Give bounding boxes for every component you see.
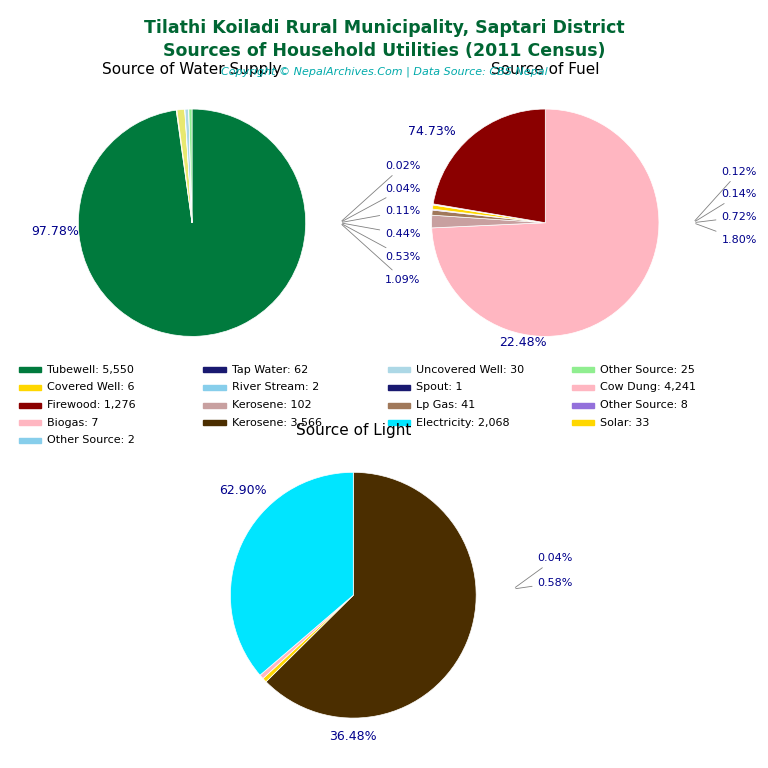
Text: 0.72%: 0.72% [696,212,757,223]
Text: Firewood: 1,276: Firewood: 1,276 [48,400,136,410]
FancyBboxPatch shape [572,420,594,425]
Wedge shape [185,109,192,223]
Text: Lp Gas: 41: Lp Gas: 41 [416,400,475,410]
FancyBboxPatch shape [204,402,226,408]
FancyBboxPatch shape [572,385,594,390]
Wedge shape [432,205,545,223]
Text: Other Source: 8: Other Source: 8 [601,400,688,410]
Text: 0.02%: 0.02% [342,161,421,221]
Text: Sources of Household Utilities (2011 Census): Sources of Household Utilities (2011 Cen… [163,42,605,60]
Wedge shape [432,210,545,223]
Title: Source of Water Supply: Source of Water Supply [102,61,282,77]
Text: 0.11%: 0.11% [343,207,420,222]
FancyBboxPatch shape [19,438,41,443]
Text: 1.09%: 1.09% [342,224,421,285]
Text: 22.48%: 22.48% [498,336,546,349]
Text: 0.53%: 0.53% [343,224,420,262]
FancyBboxPatch shape [204,367,226,372]
Text: 0.14%: 0.14% [695,189,756,221]
Wedge shape [176,110,192,223]
Text: Tilathi Koiladi Rural Municipality, Saptari District: Tilathi Koiladi Rural Municipality, Sapt… [144,19,624,37]
Title: Source of Light: Source of Light [296,422,411,438]
FancyBboxPatch shape [204,420,226,425]
Text: Cow Dung: 4,241: Cow Dung: 4,241 [601,382,697,392]
Wedge shape [78,109,306,336]
Text: 62.90%: 62.90% [219,485,266,497]
FancyBboxPatch shape [19,402,41,408]
Wedge shape [433,109,545,223]
FancyBboxPatch shape [19,367,41,372]
Title: Source of Fuel: Source of Fuel [491,61,600,77]
Text: Tap Water: 62: Tap Water: 62 [232,365,308,375]
Text: 97.78%: 97.78% [31,225,80,238]
Wedge shape [189,109,192,223]
FancyBboxPatch shape [572,367,594,372]
Text: 0.04%: 0.04% [343,184,421,221]
Wedge shape [433,204,545,223]
Wedge shape [185,109,192,223]
Text: Copyright © NepalArchives.Com | Data Source: CBS Nepal: Copyright © NepalArchives.Com | Data Sou… [220,67,548,78]
Wedge shape [266,472,476,718]
Wedge shape [177,109,192,223]
Text: 1.80%: 1.80% [696,223,756,245]
Text: 0.12%: 0.12% [695,167,756,220]
FancyBboxPatch shape [204,385,226,390]
FancyBboxPatch shape [388,385,410,390]
FancyBboxPatch shape [388,367,410,372]
Text: 74.73%: 74.73% [408,125,455,138]
Text: Tubewell: 5,550: Tubewell: 5,550 [48,365,134,375]
FancyBboxPatch shape [572,402,594,408]
Text: 0.04%: 0.04% [515,553,573,588]
Text: Biogas: 7: Biogas: 7 [48,418,99,428]
Text: Electricity: 2,068: Electricity: 2,068 [416,418,509,428]
Text: Other Source: 25: Other Source: 25 [601,365,695,375]
FancyBboxPatch shape [388,420,410,425]
Text: Uncovered Well: 30: Uncovered Well: 30 [416,365,524,375]
Text: Spout: 1: Spout: 1 [416,382,462,392]
Text: Covered Well: 6: Covered Well: 6 [48,382,134,392]
Text: 0.58%: 0.58% [516,578,573,588]
Wedge shape [432,109,659,336]
Text: 36.48%: 36.48% [329,730,377,743]
FancyBboxPatch shape [19,385,41,390]
Wedge shape [432,209,545,223]
Wedge shape [263,595,353,682]
Wedge shape [230,472,353,675]
Text: River Stream: 2: River Stream: 2 [232,382,319,392]
Text: Other Source: 2: Other Source: 2 [48,435,135,445]
Text: 0.44%: 0.44% [343,223,421,239]
Text: Solar: 33: Solar: 33 [601,418,650,428]
Wedge shape [432,215,545,228]
FancyBboxPatch shape [388,402,410,408]
Text: Kerosene: 3,566: Kerosene: 3,566 [232,418,322,428]
Wedge shape [189,109,192,223]
FancyBboxPatch shape [19,420,41,425]
Text: Kerosene: 102: Kerosene: 102 [232,400,311,410]
Wedge shape [260,595,353,678]
Wedge shape [433,204,545,223]
